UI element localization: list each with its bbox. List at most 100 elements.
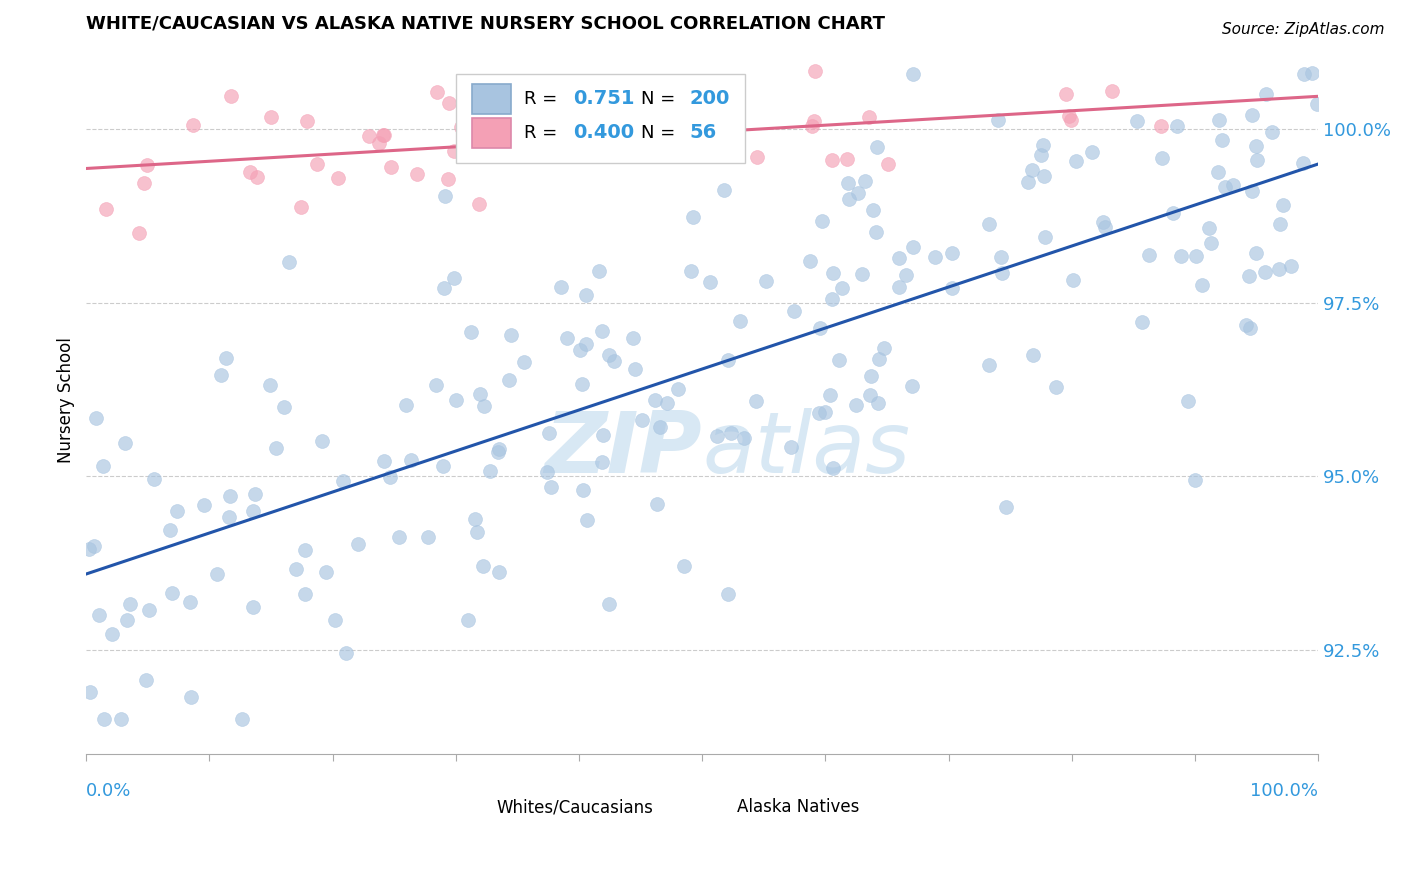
Point [645,497,668,511]
Point [443,144,465,158]
Point [845,398,868,412]
Point [1163,206,1185,220]
Point [162,586,184,600]
Point [1170,249,1192,263]
Point [990,251,1012,265]
Point [1045,380,1067,394]
Point [166,504,188,518]
Point [648,420,671,434]
Text: ZIP: ZIP [544,408,702,491]
Point [368,136,391,150]
Point [994,500,1017,514]
Point [179,595,201,609]
Point [1213,180,1236,194]
Point [1191,278,1213,293]
Point [1268,262,1291,277]
Point [437,96,460,111]
Point [713,183,735,197]
Point [486,444,509,458]
Point [1057,109,1080,123]
Point [903,240,925,254]
Point [215,351,238,365]
Point [468,387,491,401]
Point [1241,184,1264,198]
Point [101,627,124,641]
Point [457,613,479,627]
Point [1033,229,1056,244]
Point [84,411,107,425]
Point [1101,84,1123,98]
Point [538,425,561,440]
Point [571,376,593,391]
Point [388,530,411,544]
Point [128,227,150,241]
Point [799,254,821,268]
Point [132,176,155,190]
Point [494,93,516,107]
Point [803,114,825,128]
Point [468,197,491,211]
Point [571,483,593,498]
Point [536,465,558,479]
Text: 200: 200 [690,89,730,108]
Point [1199,235,1222,250]
Text: Whites/Caucasians: Whites/Caucasians [496,798,654,816]
Point [717,587,740,601]
Text: Source: ZipAtlas.com: Source: ZipAtlas.com [1222,22,1385,37]
Text: WHITE/CAUCASIAN VS ALASKA NATIVE NURSERY SCHOOL CORRELATION CHART: WHITE/CAUCASIAN VS ALASKA NATIVE NURSERY… [86,15,886,33]
Point [745,393,768,408]
Point [294,543,316,558]
Point [91,458,114,473]
Point [1166,119,1188,133]
Point [1125,114,1147,128]
Point [941,281,963,295]
Point [117,614,139,628]
Point [373,128,395,143]
Point [1244,138,1267,153]
Point [311,434,333,448]
Point [1292,156,1315,170]
Point [808,406,831,420]
Point [555,331,578,345]
Point [79,685,101,699]
FancyBboxPatch shape [688,795,730,819]
Text: N =: N = [641,90,681,108]
FancyBboxPatch shape [472,118,512,148]
Point [357,128,380,143]
Point [1279,259,1302,273]
Point [598,348,620,362]
FancyBboxPatch shape [456,74,745,162]
Point [575,337,598,351]
Point [682,210,704,224]
Point [159,523,181,537]
Point [730,314,752,328]
Point [924,250,946,264]
Point [242,504,264,518]
Point [444,392,467,407]
Point [471,558,494,573]
Point [1033,169,1056,183]
Point [193,498,215,512]
Point [416,530,439,544]
Point [1021,348,1043,362]
Point [603,353,626,368]
Point [828,352,851,367]
FancyBboxPatch shape [472,84,512,113]
Point [477,145,499,160]
Point [592,428,614,442]
Point [1064,154,1087,169]
Text: N =: N = [641,124,681,142]
Point [433,281,456,295]
Point [668,100,690,114]
Point [380,160,402,174]
Point [676,133,699,147]
Point [143,473,166,487]
Text: R =: R = [523,124,562,142]
Point [297,114,319,128]
Point [1062,272,1084,286]
Point [488,565,510,579]
Point [846,186,869,200]
Point [136,158,159,172]
Text: 0.400: 0.400 [572,123,634,143]
Point [873,341,896,355]
